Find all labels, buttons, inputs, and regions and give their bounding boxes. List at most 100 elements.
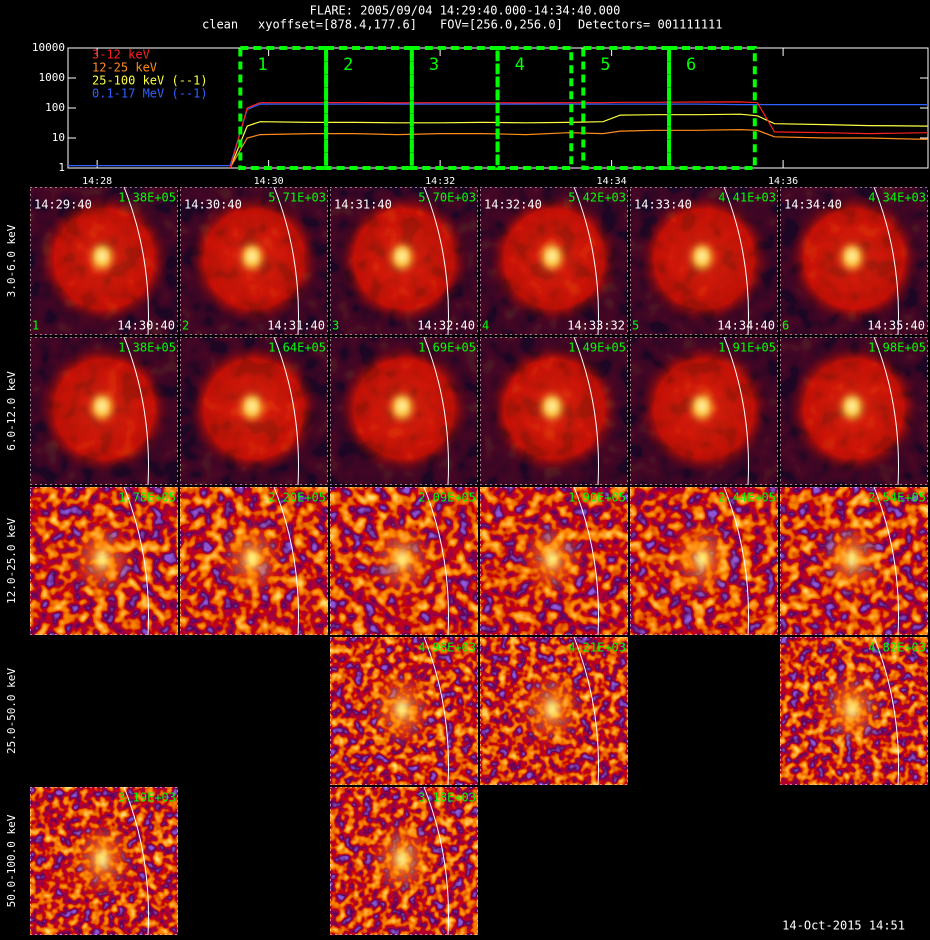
solar-limb [123,786,149,936]
panel-frame [180,337,328,485]
row-label: 3.0-6.0 keV [5,224,18,297]
panel-frame [180,187,328,335]
end-time: 14:33:32 [567,319,625,333]
series-line [68,103,928,167]
bright-core [848,401,856,411]
bright-core [396,550,408,568]
detectors: Detectors= 001111111 [578,18,723,32]
peak-label: 1.49E+05 [568,341,626,355]
start-time: 14:34:40 [784,198,842,212]
x-tick-label: 14:32 [425,176,455,187]
interval-label: 5 [600,55,610,75]
peak-label: 4.41E+03 [718,191,776,205]
solar-limb [123,486,149,636]
y-tick-label: 1 [58,161,65,174]
peak-label: 3.18E+03 [418,791,476,805]
image-panel: 2.20E+05 [180,486,328,636]
bright-core [98,251,106,261]
footer: 14-Oct-2015 14:51 [782,919,905,933]
end-time: 14:31:40 [267,319,325,333]
solar-limb [423,486,449,636]
image-panel: 4.98E+03 [330,636,478,786]
peak-label: 4.34E+03 [868,191,926,205]
title: FLARE: 2005/09/04 14:29:40.000-14:34:40.… [310,4,621,18]
x-tick-label: 14:30 [254,176,284,187]
x-tick-label: 14:28 [82,176,112,187]
panel-frame [180,487,328,635]
mode: clean [202,18,238,32]
x-tick-label: 14:36 [768,176,798,187]
image-panel: 3.18E+03 [330,786,478,936]
row-label: 12.0-25.0 keV [5,518,18,604]
peak-label: 1.69E+05 [418,341,476,355]
bright-core [248,401,256,411]
panel-frame [330,637,478,785]
bright-core [546,550,558,568]
interval-index: 5 [632,319,639,333]
bright-core [548,251,556,261]
interval-label: 2 [343,55,353,75]
start-time: 14:32:40 [484,198,542,212]
solar-limb [423,636,449,786]
y-tick-label: 10 [52,131,65,144]
solar-limb [123,336,149,486]
interval-index: 1 [32,319,39,333]
image-panel: 5.70E+03 14:31:40 14:32:40 3 [330,186,478,336]
image-panel: 3.19E+03 [30,786,178,936]
bright-core [398,251,406,261]
solar-limb [423,336,449,486]
image-panel: 1.64E+05 [180,336,328,486]
solar-limb [573,336,599,486]
interval-label: 6 [686,55,696,75]
interval-index: 2 [182,319,189,333]
image-panel: 5.42E+03 14:32:40 14:33:32 4 [480,186,628,336]
legend-entry: 25-100 keV (--1) [92,74,208,88]
solar-limb [873,636,899,786]
image-panel: 1.69E+05 [330,336,478,486]
image-panel: 1.78E+05 [30,486,178,636]
peak-label: 4.82E+03 [868,641,926,655]
image-panel: 1.38E+05 14:29:40 14:30:40 1 [30,186,178,336]
bright-core [848,251,856,261]
bright-core [396,700,408,718]
bright-core [248,251,256,261]
end-time: 14:32:40 [417,319,475,333]
series-line [229,128,929,169]
interval-index: 3 [332,319,339,333]
bright-core [846,700,858,718]
legend-entry: 12-25 keV [92,61,157,75]
solar-limb [873,486,899,636]
panel-frame [30,337,178,485]
image-panel: 1.91E+05 [630,336,778,486]
peak-label: 3.19E+03 [118,791,176,805]
panel-frame [330,337,478,485]
peak-label: 5.70E+03 [418,191,476,205]
peak-label: 1.90E+05 [568,491,626,505]
peak-label: 1.78E+05 [118,491,176,505]
xyoffset: xyoffset=[878.4,177.6] [258,18,417,32]
panel-frame [30,187,178,335]
row-label: 25.0-50.0 keV [5,668,18,754]
interval-label: 3 [429,55,439,75]
image-panel: 2.54E+05 [780,486,928,636]
solar-limb [573,636,599,786]
panel-frame [330,787,478,935]
bright-core [846,550,858,568]
end-time: 14:35:40 [867,319,925,333]
bright-core [246,550,258,568]
image-panel: 4.82E+03 [780,636,928,786]
end-time: 14:34:40 [717,319,775,333]
image-panel: 4.34E+03 14:34:40 14:35:40 6 [780,186,928,336]
image-panel: 4.41E+03 14:33:40 14:34:40 5 [630,186,778,336]
interval-label: 4 [515,55,525,75]
peak-label: 2.09E+05 [418,491,476,505]
panel-frame [780,637,928,785]
peak-label: 2.44E+05 [718,491,776,505]
bright-core [96,850,108,868]
bright-core [396,850,408,868]
panel-frame [480,337,628,485]
solar-limb [873,336,899,486]
solar-limb [873,186,899,336]
image-panel: 5.71E+03 14:30:40 14:31:40 2 [180,186,328,336]
interval-index: 6 [782,319,789,333]
